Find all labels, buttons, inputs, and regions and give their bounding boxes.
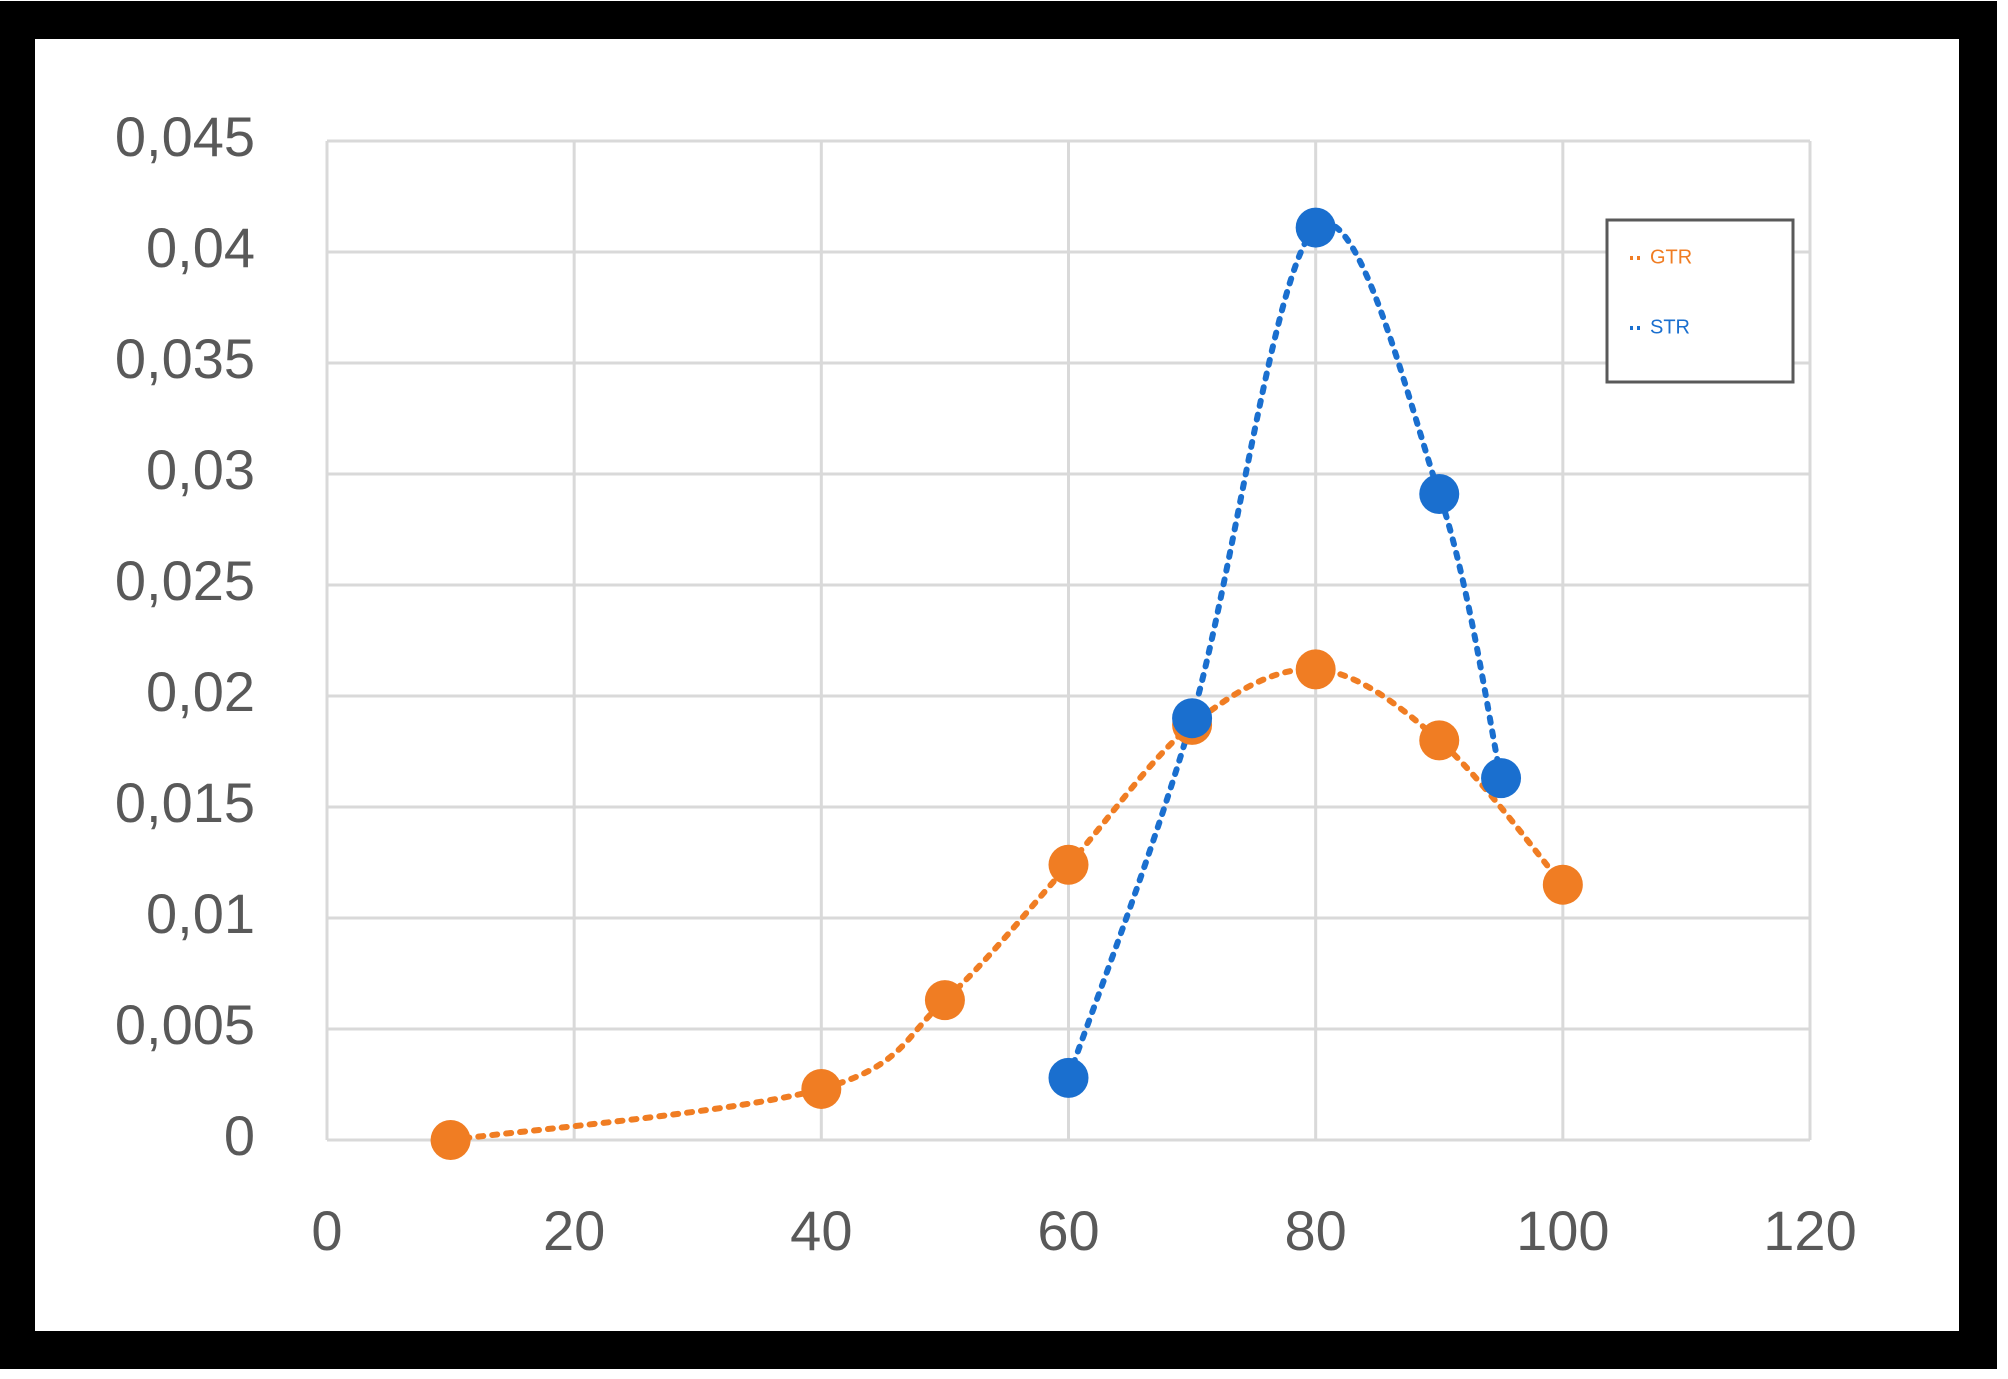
point	[1295, 649, 1336, 690]
point	[1172, 698, 1213, 739]
x-tick-label: 20	[543, 1199, 605, 1262]
y-tick-label: 0,025	[115, 549, 255, 612]
y-tick-label: 0,04	[146, 216, 255, 279]
trend-line	[447, 666, 1566, 1143]
y-tick-label: 0,02	[146, 660, 255, 723]
x-tick-label: 120	[1763, 1199, 1856, 1262]
point	[430, 1120, 471, 1160]
y-tick-label: 0,015	[115, 771, 255, 834]
y-tick-label: 0,03	[146, 438, 255, 501]
point	[1419, 473, 1460, 514]
legend-label: GTR	[1650, 246, 1692, 268]
x-tick-label: 60	[1037, 1199, 1099, 1262]
y-tick-label: 0,035	[115, 327, 255, 390]
point	[1048, 844, 1089, 885]
point	[1048, 1057, 1089, 1098]
point	[924, 980, 965, 1021]
point	[1419, 720, 1460, 761]
legend-box	[1605, 218, 1795, 384]
x-tick-label: 80	[1285, 1199, 1347, 1262]
x-tick-label: 100	[1516, 1199, 1609, 1262]
y-tick-label: 0	[224, 1104, 255, 1167]
point	[1295, 207, 1336, 248]
y-tick-label: 0,005	[115, 993, 255, 1056]
point	[1481, 758, 1522, 799]
x-tick-label: 40	[790, 1199, 852, 1262]
y-tick-label: 0,01	[146, 882, 255, 945]
point	[1542, 864, 1583, 905]
legend-label: STR	[1650, 316, 1690, 338]
y-tick-label: 0,045	[115, 105, 255, 168]
x-tick-label: 0	[311, 1199, 342, 1262]
point	[801, 1068, 842, 1109]
